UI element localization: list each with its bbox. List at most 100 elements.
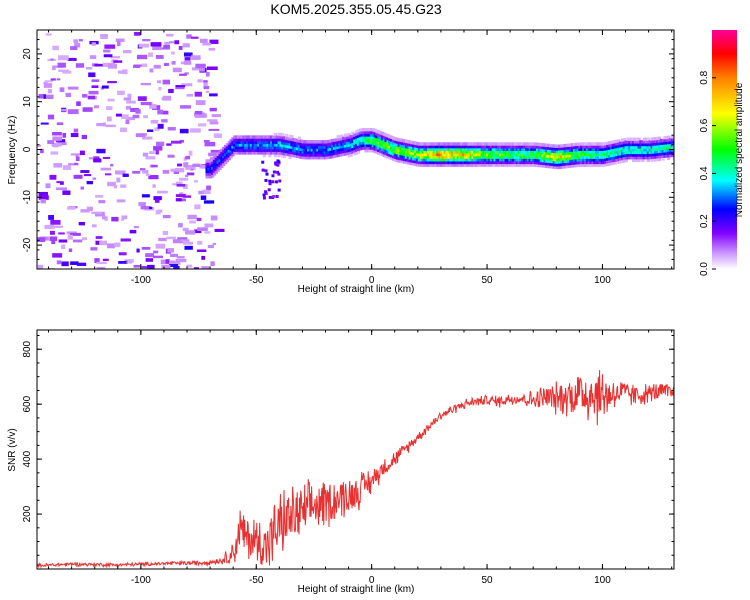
ridge-cell <box>460 158 464 162</box>
ridge-cell <box>506 160 510 165</box>
noise-cell <box>157 123 164 129</box>
ridge-cell <box>668 153 673 158</box>
ridge-cell <box>345 138 350 143</box>
noise-cell <box>86 180 93 185</box>
ridge-cell <box>576 153 580 157</box>
ridge-cell <box>530 155 534 159</box>
ridge-cell <box>366 149 370 153</box>
noise-cell <box>141 246 151 250</box>
ridge-cell <box>576 147 580 152</box>
ridge-cell <box>349 145 353 149</box>
ridge-cell <box>233 145 237 150</box>
noise-cell <box>68 248 73 252</box>
ridge-cell <box>261 168 265 172</box>
ridge-cell <box>456 152 460 157</box>
ridge-cell <box>209 167 213 171</box>
colorbar-tick-label: 0.6 <box>699 118 710 132</box>
ridge-cell <box>615 142 619 146</box>
ridge-cell <box>615 158 619 162</box>
ridge-cell <box>369 143 374 148</box>
ridge-cell <box>504 144 508 149</box>
ridge-cell <box>347 146 351 150</box>
ridge-cell <box>271 174 275 178</box>
ridge-cell <box>358 136 362 140</box>
ridge-cell <box>260 148 265 152</box>
ridge-cell <box>535 161 540 165</box>
noise-cell <box>208 152 218 157</box>
ridge-cell <box>548 159 553 164</box>
noise-cell <box>120 218 125 221</box>
ridge-cell <box>600 152 604 157</box>
ridge-cell <box>545 151 549 155</box>
ridge-cell <box>500 144 505 149</box>
ridge-cell <box>639 145 643 149</box>
ridge-cell <box>264 145 268 150</box>
ridge-cell <box>639 142 643 147</box>
ridge-cell <box>404 142 409 146</box>
ridge-cell <box>397 151 401 155</box>
ridge-cell <box>582 147 586 151</box>
ridge-cell <box>384 149 388 153</box>
ridge-cell <box>371 127 375 132</box>
ridge-cell <box>246 145 250 150</box>
ridge-cell <box>369 141 374 145</box>
ridge-cell <box>611 153 615 157</box>
ridge-cell <box>563 162 567 166</box>
ridge-cell <box>500 160 505 165</box>
ridge-cell <box>554 149 558 154</box>
ridge-cell <box>262 135 266 139</box>
ridge-cell <box>358 128 362 132</box>
ridge-cell <box>511 150 516 154</box>
ridge-cell <box>438 144 442 149</box>
ridge-cell <box>497 150 501 154</box>
ridge-cell <box>524 144 529 149</box>
ridge-cell <box>288 139 292 144</box>
ridge-cell <box>290 145 294 149</box>
ridge-cell <box>602 152 606 157</box>
ridge-cell <box>272 170 276 174</box>
ridge-cell <box>486 147 490 151</box>
ridge-cell <box>419 142 423 146</box>
ridge-cell <box>506 147 510 151</box>
ridge-cell <box>260 145 265 150</box>
ridge-cell <box>487 142 492 146</box>
ridge-cell <box>630 150 634 155</box>
ridge-cell <box>524 155 529 159</box>
noise-cell <box>208 128 220 131</box>
ridge-cell <box>600 155 604 159</box>
ridge-cell <box>526 142 530 146</box>
ridge-cell <box>486 160 490 165</box>
noise-cell <box>154 127 160 131</box>
ridge-cell <box>284 149 289 154</box>
ridge-cell <box>644 137 649 141</box>
ridge-cell <box>220 148 224 153</box>
ridge-cell <box>543 148 547 153</box>
ridge-cell <box>510 150 514 154</box>
ridge-cell <box>303 140 307 144</box>
ridge-cell <box>360 141 364 145</box>
noise-cell <box>185 155 191 160</box>
ridge-cell <box>225 158 229 163</box>
noise-cell <box>191 55 201 60</box>
ridge-cell <box>534 150 538 154</box>
ridge-cell <box>329 144 333 149</box>
ridge-cell <box>476 160 481 165</box>
ridge-cell <box>438 160 442 165</box>
ridge-cell <box>401 154 405 159</box>
ridge-cell <box>399 151 403 156</box>
ridge-cell <box>415 155 420 159</box>
ridge-cell <box>428 160 433 165</box>
ridge-cell <box>314 140 318 144</box>
ridge-cell <box>576 155 580 160</box>
ridge-cell <box>279 140 283 145</box>
ridge-cell <box>439 160 444 165</box>
ridge-cell <box>475 160 479 165</box>
ridge-cell <box>652 152 656 157</box>
ridge-cell <box>222 157 226 161</box>
ridge-cell <box>355 132 359 137</box>
ridge-cell <box>277 151 281 155</box>
ridge-cell <box>609 148 614 153</box>
noise-cell <box>149 68 154 73</box>
ridge-cell <box>537 158 542 162</box>
ridge-cell <box>214 170 218 174</box>
